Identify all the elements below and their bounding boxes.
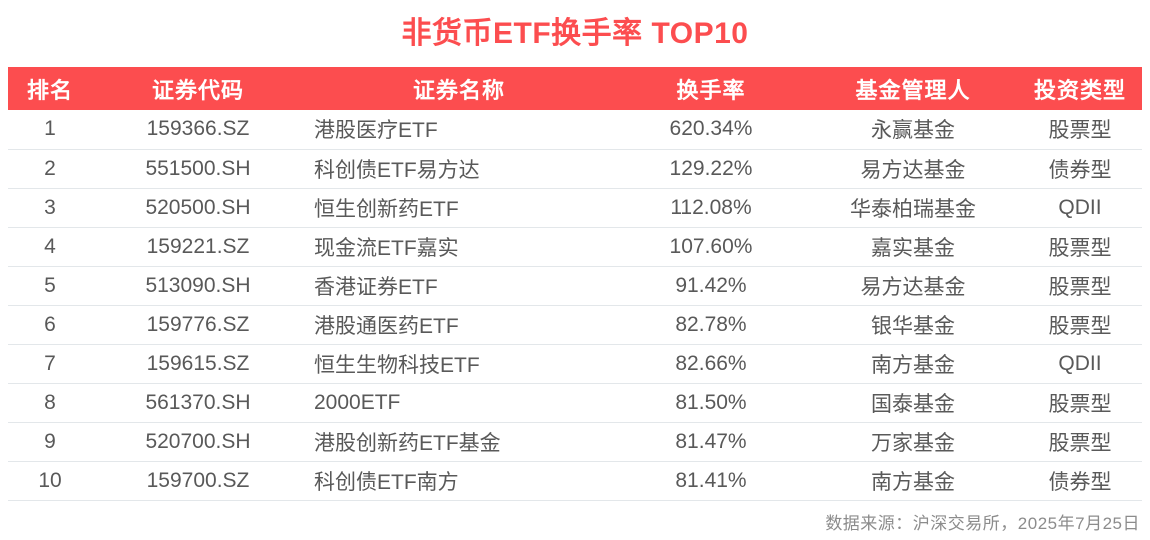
cell-name: 2000ETF <box>304 383 614 423</box>
cell-rank: 3 <box>8 188 92 228</box>
cell-name: 港股通医药ETF <box>304 305 614 345</box>
header-type: 投资类型 <box>1018 67 1142 110</box>
cell-turnover: 107.60% <box>614 227 808 267</box>
etf-turnover-top10-card: 非货币ETF换手率 TOP10 排名 证券代码 证券名称 换手率 基金管理人 投… <box>0 14 1150 540</box>
cell-code: 513090.SH <box>92 266 304 306</box>
cell-turnover: 129.22% <box>614 149 808 189</box>
cell-manager: 易方达基金 <box>808 149 1018 189</box>
cell-manager: 华泰柏瑞基金 <box>808 188 1018 228</box>
cell-name: 科创债ETF易方达 <box>304 149 614 189</box>
cell-rank: 8 <box>8 383 92 423</box>
cell-rank: 4 <box>8 227 92 267</box>
cell-turnover: 81.47% <box>614 422 808 462</box>
cell-rank: 6 <box>8 305 92 345</box>
table-row: 8 561370.SH 2000ETF 81.50% 国泰基金 股票型 <box>8 383 1142 423</box>
cell-code: 159366.SZ <box>92 110 304 150</box>
cell-turnover: 82.66% <box>614 344 808 384</box>
cell-type: QDII <box>1018 344 1142 384</box>
page-title: 非货币ETF换手率 TOP10 <box>401 17 749 50</box>
cell-turnover: 81.50% <box>614 383 808 423</box>
cell-turnover: 112.08% <box>614 188 808 228</box>
cell-code: 520500.SH <box>92 188 304 228</box>
cell-manager: 万家基金 <box>808 422 1018 462</box>
cell-type: 股票型 <box>1018 227 1142 267</box>
table-row: 9 520700.SH 港股创新药ETF基金 81.47% 万家基金 股票型 <box>8 422 1142 462</box>
header-manager: 基金管理人 <box>808 67 1018 110</box>
table-row: 4 159221.SZ 现金流ETF嘉实 107.60% 嘉实基金 股票型 <box>8 227 1142 267</box>
table-header-row: 排名 证券代码 证券名称 换手率 基金管理人 投资类型 <box>8 67 1142 110</box>
cell-type: 债券型 <box>1018 149 1142 189</box>
header-turnover: 换手率 <box>614 67 808 110</box>
table-row: 2 551500.SH 科创债ETF易方达 129.22% 易方达基金 债券型 <box>8 149 1142 189</box>
table-row: 1 159366.SZ 港股医疗ETF 620.34% 永赢基金 股票型 <box>8 110 1142 150</box>
table-row: 5 513090.SH 香港证券ETF 91.42% 易方达基金 股票型 <box>8 266 1142 306</box>
cell-rank: 10 <box>8 461 92 501</box>
cell-turnover: 91.42% <box>614 266 808 306</box>
table-row: 10 159700.SZ 科创债ETF南方 81.41% 南方基金 债券型 <box>8 461 1142 501</box>
cell-code: 551500.SH <box>92 149 304 189</box>
cell-manager: 南方基金 <box>808 461 1018 501</box>
etf-turnover-table: 排名 证券代码 证券名称 换手率 基金管理人 投资类型 1 159366.SZ … <box>8 67 1142 501</box>
cell-rank: 5 <box>8 266 92 306</box>
cell-turnover: 81.41% <box>614 461 808 501</box>
header-name: 证券名称 <box>304 67 614 110</box>
data-source-note: 数据来源：沪深交易所，2025年7月25日 <box>825 513 1140 533</box>
cell-code: 159615.SZ <box>92 344 304 384</box>
cell-turnover: 82.78% <box>614 305 808 345</box>
table-row: 7 159615.SZ 恒生生物科技ETF 82.66% 南方基金 QDII <box>8 344 1142 384</box>
cell-name: 港股创新药ETF基金 <box>304 422 614 462</box>
cell-rank: 2 <box>8 149 92 189</box>
cell-type: 股票型 <box>1018 422 1142 462</box>
header-code: 证券代码 <box>92 67 304 110</box>
cell-name: 现金流ETF嘉实 <box>304 227 614 267</box>
cell-name: 科创债ETF南方 <box>304 461 614 501</box>
cell-code: 561370.SH <box>92 383 304 423</box>
cell-type: 股票型 <box>1018 305 1142 345</box>
cell-manager: 易方达基金 <box>808 266 1018 306</box>
cell-type: 债券型 <box>1018 461 1142 501</box>
cell-name: 恒生创新药ETF <box>304 188 614 228</box>
cell-type: QDII <box>1018 188 1142 228</box>
cell-rank: 7 <box>8 344 92 384</box>
cell-manager: 永赢基金 <box>808 110 1018 150</box>
cell-type: 股票型 <box>1018 383 1142 423</box>
cell-code: 159700.SZ <box>92 461 304 501</box>
cell-code: 159776.SZ <box>92 305 304 345</box>
cell-manager: 国泰基金 <box>808 383 1018 423</box>
table-row: 6 159776.SZ 港股通医药ETF 82.78% 银华基金 股票型 <box>8 305 1142 345</box>
cell-manager: 银华基金 <box>808 305 1018 345</box>
cell-name: 恒生生物科技ETF <box>304 344 614 384</box>
cell-name: 港股医疗ETF <box>304 110 614 150</box>
header-rank: 排名 <box>8 67 92 110</box>
cell-manager: 南方基金 <box>808 344 1018 384</box>
cell-rank: 9 <box>8 422 92 462</box>
cell-turnover: 620.34% <box>614 110 808 150</box>
cell-type: 股票型 <box>1018 110 1142 150</box>
cell-manager: 嘉实基金 <box>808 227 1018 267</box>
table-row: 3 520500.SH 恒生创新药ETF 112.08% 华泰柏瑞基金 QDII <box>8 188 1142 228</box>
cell-code: 159221.SZ <box>92 227 304 267</box>
cell-type: 股票型 <box>1018 266 1142 306</box>
cell-rank: 1 <box>8 110 92 150</box>
cell-code: 520700.SH <box>92 422 304 462</box>
cell-name: 香港证券ETF <box>304 266 614 306</box>
